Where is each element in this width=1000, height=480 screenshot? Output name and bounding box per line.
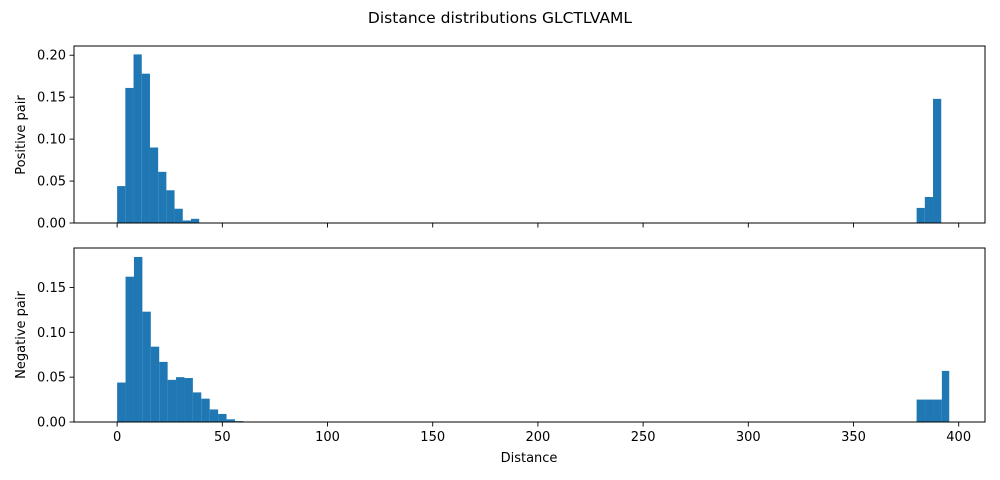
y-axis-label-positive: Positive pair <box>14 95 29 175</box>
histogram-bar <box>150 346 160 422</box>
y-axis-label-negative: Negative pair <box>14 291 29 379</box>
x-tick-label: 200 <box>526 430 551 445</box>
histogram-bar <box>941 370 950 422</box>
histogram-bar <box>117 186 126 223</box>
histogram-bar <box>176 377 185 422</box>
histogram-bar <box>117 382 126 422</box>
histogram-bar <box>916 207 925 223</box>
axes-frame <box>73 247 986 423</box>
y-tick-label: 0.15 <box>37 91 66 106</box>
y-tick-label: 0.00 <box>37 217 66 232</box>
y-tick-label: 0.05 <box>37 371 66 386</box>
histogram-bar <box>933 399 942 422</box>
histogram-bar <box>125 276 134 422</box>
y-tick-label: 0.10 <box>37 326 66 341</box>
x-tick-label: 100 <box>315 430 340 445</box>
histogram-bar <box>218 413 227 422</box>
x-tick-label: 300 <box>736 430 761 445</box>
histogram-bar <box>192 392 202 422</box>
x-tick-label: 250 <box>631 430 656 445</box>
histogram-bar <box>133 54 142 223</box>
histogram-bar <box>916 399 926 422</box>
histogram-bar <box>141 73 150 224</box>
histogram-bar <box>125 87 134 223</box>
negative-pair-panel: Negative pair Distance 0 50 100 150 200 250 30… <box>14 247 986 466</box>
histogram-bar <box>933 98 942 223</box>
x-tick-label: 150 <box>420 430 445 445</box>
histogram-bar <box>142 311 151 422</box>
x-tick-label: 400 <box>946 430 971 445</box>
histogram-bar <box>209 409 219 422</box>
y-tick-label: 0.05 <box>37 175 66 190</box>
histogram-bar <box>924 197 934 223</box>
y-tick-label: 0.15 <box>37 281 66 296</box>
y-tick-label: 0.00 <box>37 416 66 431</box>
histogram-bar <box>166 190 175 223</box>
figure-title: Distance distributions GLCTLVAML <box>368 9 632 27</box>
positive-pair-panel: Positive pair 0.00 0.05 0.10 0.15 0.20 <box>14 45 986 232</box>
histogram-bar <box>201 398 210 422</box>
histogram-bar <box>159 361 168 422</box>
x-tick-label: 50 <box>214 430 231 445</box>
axes-frame <box>73 45 986 224</box>
x-tick-label: 350 <box>841 430 866 445</box>
histogram-bar <box>133 256 143 422</box>
histogram-bar <box>167 379 177 422</box>
histogram-bar <box>149 147 159 223</box>
histogram-bar <box>226 419 235 422</box>
histogram-bar <box>174 208 183 223</box>
x-axis-label: Distance <box>501 451 558 466</box>
x-tick-label: 0 <box>113 430 121 445</box>
histogram-bar <box>158 171 167 223</box>
histogram-bar <box>184 378 193 422</box>
histogram-bar <box>190 218 200 223</box>
y-tick-label: 0.20 <box>37 49 66 64</box>
histogram-bar <box>925 399 934 422</box>
histogram-bar <box>182 220 191 223</box>
y-tick-label: 0.10 <box>37 133 66 148</box>
